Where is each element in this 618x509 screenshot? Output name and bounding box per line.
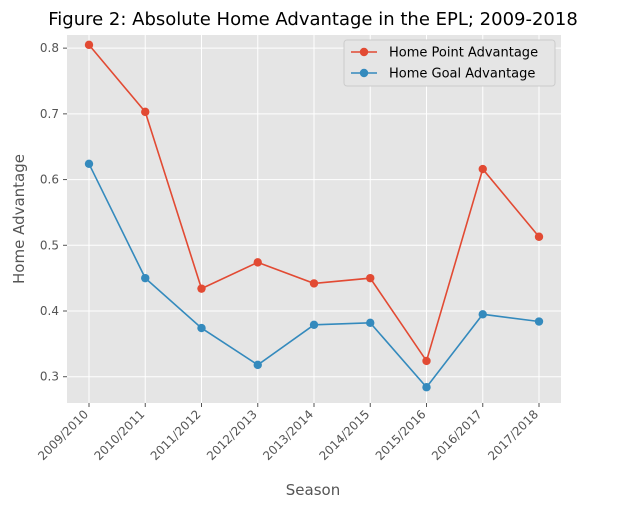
y-tick-label: 0.4 bbox=[40, 304, 59, 318]
data-point bbox=[197, 323, 206, 333]
data-point bbox=[366, 318, 375, 328]
legend-label: Home Goal Advantage bbox=[389, 67, 535, 82]
data-point bbox=[422, 356, 431, 366]
y-axis-label: Home Advantage bbox=[10, 154, 28, 284]
legend-label: Home Point Advantage bbox=[389, 46, 538, 61]
data-point bbox=[197, 284, 206, 293]
data-point bbox=[84, 159, 94, 168]
data-point bbox=[478, 164, 487, 174]
data-point bbox=[478, 310, 487, 319]
legend-box bbox=[343, 39, 556, 87]
y-tick-label: 0.3 bbox=[40, 370, 59, 384]
data-point bbox=[253, 258, 262, 267]
chart-title: Figure 2: Absolute Home Advantage in the… bbox=[48, 9, 578, 30]
y-axis-ticks: 0.3 0.4 0.5 0.6 0.7 0.8 bbox=[40, 41, 67, 384]
data-point bbox=[422, 383, 431, 392]
x-axis-label: Season bbox=[286, 481, 340, 499]
legend-marker bbox=[359, 47, 369, 57]
y-tick-label: 0.5 bbox=[40, 238, 59, 252]
grid bbox=[67, 35, 561, 403]
legend: Home Point Advantage Home Goal Advantage bbox=[343, 39, 556, 87]
data-point bbox=[141, 273, 150, 283]
data-point bbox=[534, 232, 544, 241]
legend-marker bbox=[359, 68, 369, 78]
y-tick-label: 0.8 bbox=[40, 41, 59, 55]
data-point bbox=[84, 40, 94, 50]
y-tick-label: 0.7 bbox=[40, 107, 59, 121]
data-point bbox=[309, 320, 319, 329]
data-point bbox=[253, 360, 262, 370]
data-point bbox=[141, 107, 150, 117]
y-tick-label: 0.6 bbox=[40, 173, 59, 187]
data-point bbox=[309, 279, 319, 288]
data-point bbox=[534, 317, 544, 326]
series-group bbox=[84, 40, 544, 392]
data-point bbox=[366, 273, 375, 283]
